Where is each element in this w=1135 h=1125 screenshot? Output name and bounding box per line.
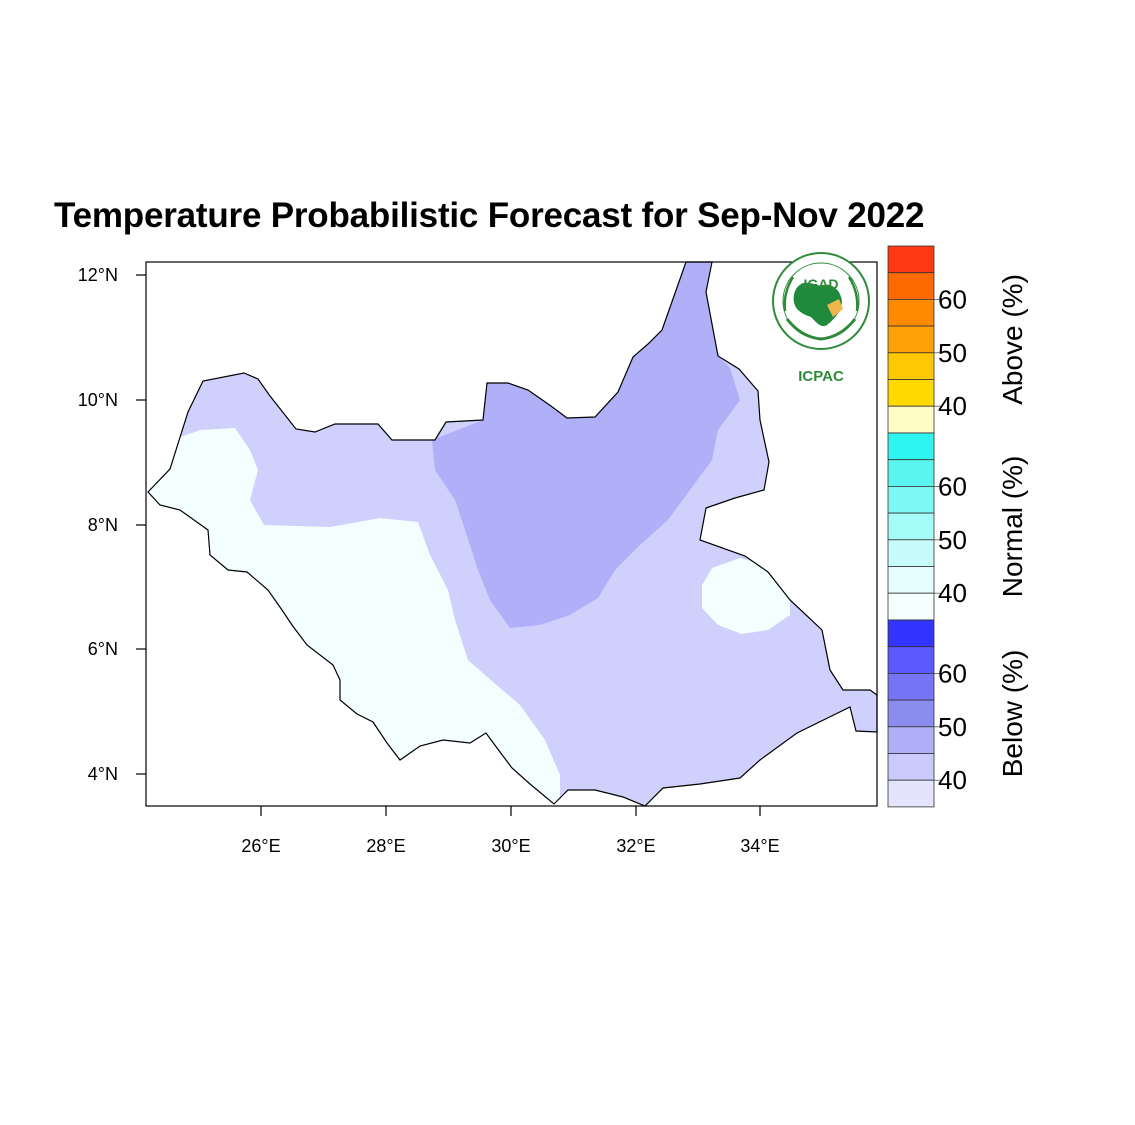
- normal-legend-swatch: [887, 566, 935, 594]
- probability-legend: 60 50 40 Above (%) 60 50 40 Normal (%) 60 50 40 Bel…: [887, 245, 1028, 808]
- above-legend-swatch: [887, 405, 935, 434]
- below-legend-swatch: [887, 699, 935, 728]
- chart-title: Temperature Probabilistic Forecast for S…: [54, 196, 925, 235]
- normal-legend-tick-label: 40: [938, 578, 967, 608]
- above-legend-swatch: [887, 298, 935, 327]
- below-legend-swatch: [887, 753, 935, 781]
- normal-zone-east: [702, 558, 790, 634]
- above-legend-swatch: [887, 379, 935, 407]
- lon-tick-label: 34°E: [740, 836, 779, 856]
- igad-icpac-logo: IGAD ICPAC: [772, 252, 870, 385]
- lon-tick-label: 26°E: [241, 836, 280, 856]
- above-legend-tick-label: 60: [938, 284, 967, 314]
- normal-legend-tick-label: 60: [938, 471, 967, 501]
- above-legend-tick-label: 50: [938, 338, 967, 368]
- above-legend-swatch: [887, 245, 935, 274]
- below-legend-swatch: [887, 779, 935, 808]
- below-legend-tick-label: 60: [938, 658, 967, 688]
- below-legend-tick-label: 40: [938, 765, 967, 795]
- normal-legend-swatch: [887, 512, 935, 541]
- longitude-axis: 26°E 28°E 30°E 32°E 34°E: [241, 806, 780, 856]
- below-legend-swatch: [887, 619, 935, 648]
- below-legend-swatch: [887, 646, 935, 674]
- logo-igad-text: IGAD: [804, 276, 839, 292]
- above-legend-swatch: [887, 325, 935, 354]
- lat-tick-label: 12°N: [78, 265, 118, 285]
- logo-icpac-text: ICPAC: [798, 368, 844, 385]
- normal-legend-swatch: [887, 539, 935, 567]
- lon-tick-label: 28°E: [366, 836, 405, 856]
- normal-legend-swatch: [887, 432, 935, 461]
- below-legend-swatch: [887, 726, 935, 754]
- above-legend-label: Above (%): [997, 274, 1028, 405]
- lat-tick-label: 10°N: [78, 390, 118, 410]
- above-legend-tick-label: 40: [938, 391, 967, 421]
- below-legend-tick-label: 50: [938, 712, 967, 742]
- below-45-55-zone: [432, 262, 740, 628]
- normal-legend-tick-label: 50: [938, 525, 967, 555]
- normal-legend-label: Normal (%): [997, 456, 1028, 598]
- lon-tick-label: 32°E: [616, 836, 655, 856]
- normal-legend-swatch: [887, 592, 935, 621]
- lat-tick-label: 6°N: [88, 639, 118, 659]
- below-legend-swatch: [887, 673, 935, 701]
- above-legend-swatch: [887, 272, 935, 300]
- lat-tick-label: 4°N: [88, 764, 118, 784]
- normal-legend-swatch: [887, 459, 935, 487]
- lat-tick-label: 8°N: [88, 515, 118, 535]
- normal-legend-swatch: [887, 485, 935, 514]
- latitude-axis: 12°N 10°N 8°N 6°N 4°N: [78, 265, 146, 784]
- south-sudan-border: [147, 261, 878, 807]
- below-legend-label: Below (%): [997, 650, 1028, 778]
- above-legend-swatch: [887, 352, 935, 380]
- lon-tick-label: 30°E: [491, 836, 530, 856]
